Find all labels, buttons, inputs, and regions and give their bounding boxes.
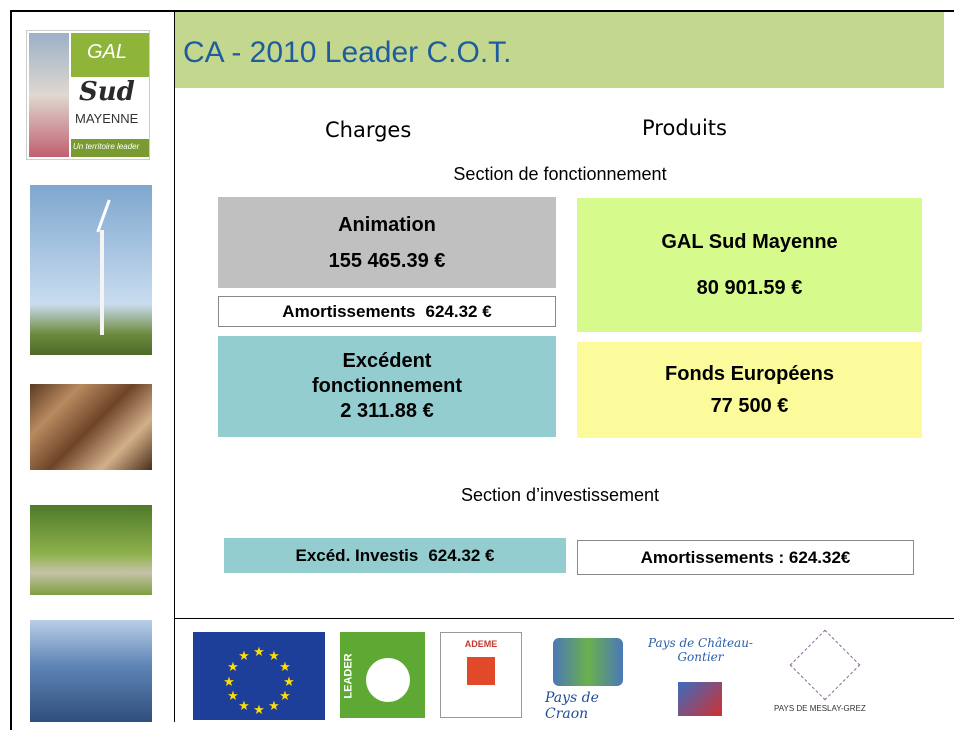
wind-photo — [30, 185, 152, 355]
animation-box: Animation 155 465.39 € — [218, 197, 556, 288]
divider-horizontal — [175, 618, 954, 619]
meslay-logo: PAYS DE MESLAY-GREZ — [770, 632, 885, 718]
label: Amortissements — [282, 302, 415, 322]
label: fonctionnement — [312, 374, 462, 399]
ademe-logo: ADEME — [440, 632, 522, 718]
svg-text:★: ★ — [227, 659, 239, 674]
gal-box: GAL Sud Mayenne 80 901.59 € — [577, 198, 922, 332]
amount: 155 465.39 € — [329, 243, 446, 279]
leader-text: LEADER — [343, 653, 355, 698]
gal-logo: GAL Sud MAYENNE Un territoire leader — [26, 30, 150, 160]
svg-text:★: ★ — [279, 688, 291, 703]
produits-header: Produits — [642, 116, 727, 140]
section-heading: Section de fonctionnement — [340, 164, 780, 185]
section-heading: Section d’investissement — [340, 485, 780, 506]
svg-text:★: ★ — [238, 648, 250, 663]
stars: ★★★★ ★★★★ ★★★★ — [193, 632, 325, 720]
turbine-mast — [100, 230, 104, 335]
title: CA - 2010 Leader C.O.T. — [183, 36, 512, 70]
svg-text:★: ★ — [253, 644, 265, 659]
logo-photo — [29, 33, 69, 157]
label: Excéd. Investis — [295, 546, 418, 566]
ademe-text: ADEME — [441, 639, 521, 649]
amount: 77 500 € — [711, 390, 789, 422]
svg-text:★: ★ — [253, 702, 265, 717]
logo-tagline-text: Un territoire leader — [73, 142, 139, 151]
slide: CA - 2010 Leader C.O.T. GAL Sud MAYENNE … — [0, 0, 954, 722]
logo-name: Sud — [79, 77, 135, 107]
label: Fonds Européens — [665, 358, 834, 390]
amount: 624.32 € — [426, 302, 492, 322]
label: GAL Sud Mayenne — [661, 219, 837, 265]
meslay-text: PAYS DE MESLAY-GREZ — [774, 704, 866, 713]
svg-text:★: ★ — [268, 698, 280, 713]
turbine-blade — [96, 200, 110, 233]
label: Animation — [338, 207, 436, 243]
svg-text:★: ★ — [238, 698, 250, 713]
amount: 2 311.88 € — [340, 399, 433, 424]
label: Excédent — [343, 349, 432, 374]
solar-photo — [30, 620, 152, 722]
leader-circle — [366, 658, 410, 702]
divider-vertical — [174, 10, 175, 722]
leader-logo: LEADER — [340, 632, 425, 718]
meslay-shape — [790, 630, 861, 701]
amount: 624.32 € — [428, 546, 494, 566]
amortissements-invest-box: Amortissements : 624.32€ — [577, 540, 914, 575]
excedent-invest-box: Excéd. Investis 624.32 € — [224, 538, 566, 573]
eu-flag: ★★★★ ★★★★ ★★★★ — [193, 632, 325, 720]
logo-top: GAL — [87, 41, 127, 64]
excedent-box: Excédent fonctionnement 2 311.88 € — [218, 336, 556, 437]
charges-header: Charges — [325, 118, 411, 142]
craon-text: Pays de Craon — [545, 690, 635, 722]
logo-region: MAYENNE — [75, 111, 138, 126]
chateau-logo: Pays de Château-Gontier — [648, 636, 753, 720]
craon-logo: Pays de Craon — [545, 638, 635, 716]
svg-text:★: ★ — [227, 688, 239, 703]
chateau-text: Pays de Château-Gontier — [648, 636, 753, 664]
cycling-photo — [30, 505, 152, 595]
amortissements-box: Amortissements 624.32 € — [218, 296, 556, 327]
wood-photo — [30, 384, 152, 470]
svg-text:★: ★ — [279, 659, 291, 674]
amount: 80 901.59 € — [697, 265, 803, 311]
svg-text:★: ★ — [268, 648, 280, 663]
ademe-square — [467, 657, 495, 685]
svg-text:★: ★ — [283, 674, 295, 689]
craon-shape — [553, 638, 623, 686]
chateau-shape — [678, 682, 722, 716]
fonds-box: Fonds Européens 77 500 € — [577, 342, 922, 438]
svg-text:★: ★ — [223, 674, 235, 689]
